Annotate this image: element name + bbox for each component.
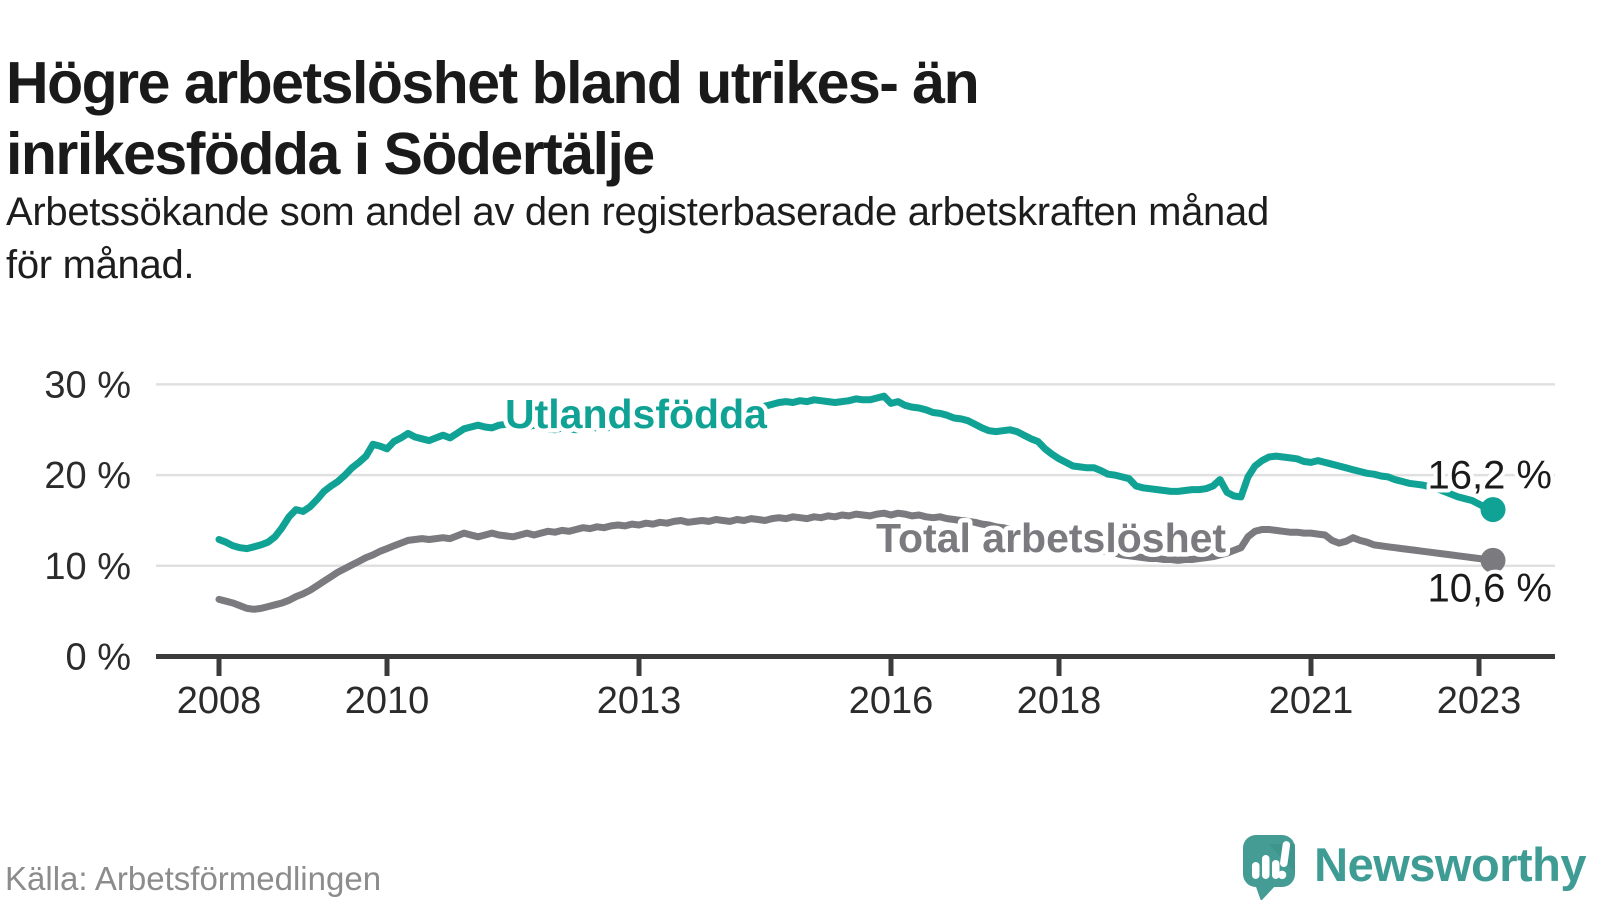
series-line-total	[215, 509, 1497, 613]
page-subtitle-line-1: Arbetssökande som andel av den registerb…	[6, 190, 1269, 234]
logo-bars	[1252, 841, 1291, 880]
brand-lockup: Newsworthy	[1240, 832, 1586, 900]
newsworthy-wordmark: Newsworthy	[1314, 838, 1586, 891]
series-label-total: Total arbetslöshet	[876, 515, 1226, 561]
page-title-line-2: inrikesfödda i Södertälje	[6, 120, 655, 187]
grid-layer	[156, 383, 1555, 568]
x-tick-label: 2021	[1269, 680, 1354, 722]
axis-layer: 30 % 20 % 10 % 0 % 2008 2010 2013 2016 2018 2021 2…	[44, 364, 1555, 722]
x-tick-label: 2023	[1437, 680, 1522, 722]
page-title: Högre arbetslöshet bland utrikes- än inr…	[6, 48, 1566, 190]
series-layer	[215, 392, 1506, 613]
page-subtitle-line-2: för månad.	[6, 243, 195, 287]
series-line-utlandsfodda	[215, 392, 1497, 553]
series-end-dot-total	[1480, 547, 1506, 573]
value-label-utlandsfodda: 16,2 %	[1427, 454, 1552, 498]
x-tick-label: 2016	[849, 680, 934, 722]
series-end-dot-utlandsfodda	[1480, 497, 1506, 523]
x-tick-label: 2008	[177, 680, 262, 722]
newsworthy-logo-icon	[1243, 835, 1296, 900]
x-tick-label: 2018	[1017, 680, 1102, 722]
page-subtitle: Arbetssökande som andel av den registerb…	[6, 186, 1566, 292]
source-note: Källa: Arbetsförmedlingen	[5, 860, 382, 897]
series-label-utlandsfodda: Utlandsfödda	[505, 391, 768, 437]
y-tick-label: 0 %	[66, 637, 131, 679]
y-tick-label: 10 %	[44, 546, 131, 588]
annotation-layer: Utlandsfödda Total arbetslöshet 16,2 % 1…	[501, 387, 1557, 615]
y-tick-label: 20 %	[44, 455, 131, 497]
x-tick-label: 2010	[345, 680, 430, 722]
page-title-line-1: Högre arbetslöshet bland utrikes- än	[6, 49, 980, 116]
value-label-total: 10,6 %	[1427, 566, 1552, 610]
logo-exclamation	[1278, 841, 1291, 880]
x-tick-label: 2013	[597, 680, 682, 722]
y-tick-label: 30 %	[44, 364, 131, 406]
